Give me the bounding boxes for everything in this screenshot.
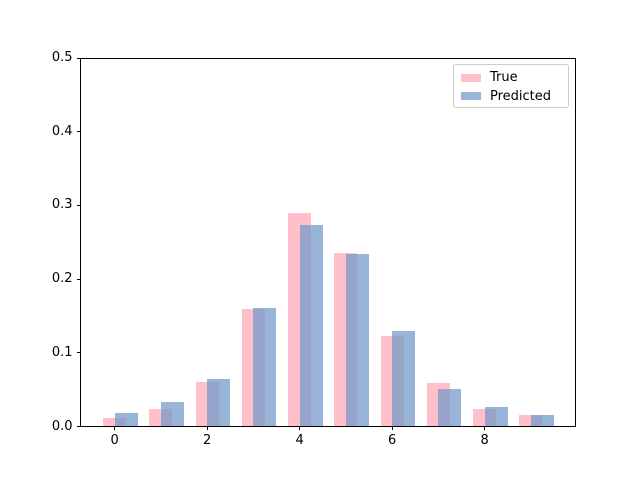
bar-predicted-8 — [484, 406, 508, 427]
bar-predicted-7 — [438, 388, 462, 427]
y-tick-label-0.3: 0.3 — [51, 197, 73, 213]
bar-predicted-6 — [392, 331, 416, 427]
bar-predicted-9 — [530, 415, 554, 427]
legend-item-predicted: Predicted — [461, 87, 562, 106]
x-tick-label-6: 6 — [387, 433, 397, 448]
y-tick-label-0.5: 0.5 — [51, 50, 73, 65]
legend-swatch-true — [461, 73, 481, 82]
x-tick-label-0: 0 — [110, 433, 119, 448]
y-tick-mark-0.2 — [76, 278, 80, 280]
y-tick-label-0.4: 0.4 — [51, 123, 73, 139]
legend-label-true: True — [490, 70, 518, 86]
bar-predicted-0 — [114, 413, 138, 427]
y-tick-mark-0.0 — [76, 426, 80, 427]
y-tick-label-0.1: 0.1 — [51, 344, 73, 360]
bar-predicted-1 — [160, 402, 184, 427]
legend-item-true: True — [461, 69, 562, 88]
bar-predicted-5 — [345, 254, 369, 427]
y-tick-mark-0.5 — [76, 57, 80, 59]
y-tick-mark-0.3 — [76, 204, 80, 206]
legend-label-predicted: Predicted — [490, 88, 552, 104]
y-tick-label-0.2: 0.2 — [51, 271, 73, 287]
y-tick-mark-0.4 — [76, 131, 80, 133]
x-tick-label-2: 2 — [202, 433, 212, 448]
bar-predicted-4 — [299, 225, 323, 427]
y-tick-mark-0.1 — [76, 352, 80, 354]
legend: True Predicted — [453, 64, 569, 108]
x-tick-label-8: 8 — [480, 433, 489, 448]
bar-predicted-3 — [253, 307, 277, 427]
y-tick-label-0.0: 0.0 — [51, 418, 73, 434]
legend-swatch-predicted — [461, 92, 481, 101]
bar-predicted-2 — [207, 379, 231, 427]
x-tick-label-4: 4 — [295, 433, 304, 448]
x-tick-mark-4 — [299, 426, 301, 430]
x-tick-mark-8 — [484, 426, 486, 430]
x-tick-mark-6 — [391, 426, 393, 430]
x-tick-mark-2 — [206, 426, 208, 430]
x-tick-mark-0 — [114, 426, 116, 430]
